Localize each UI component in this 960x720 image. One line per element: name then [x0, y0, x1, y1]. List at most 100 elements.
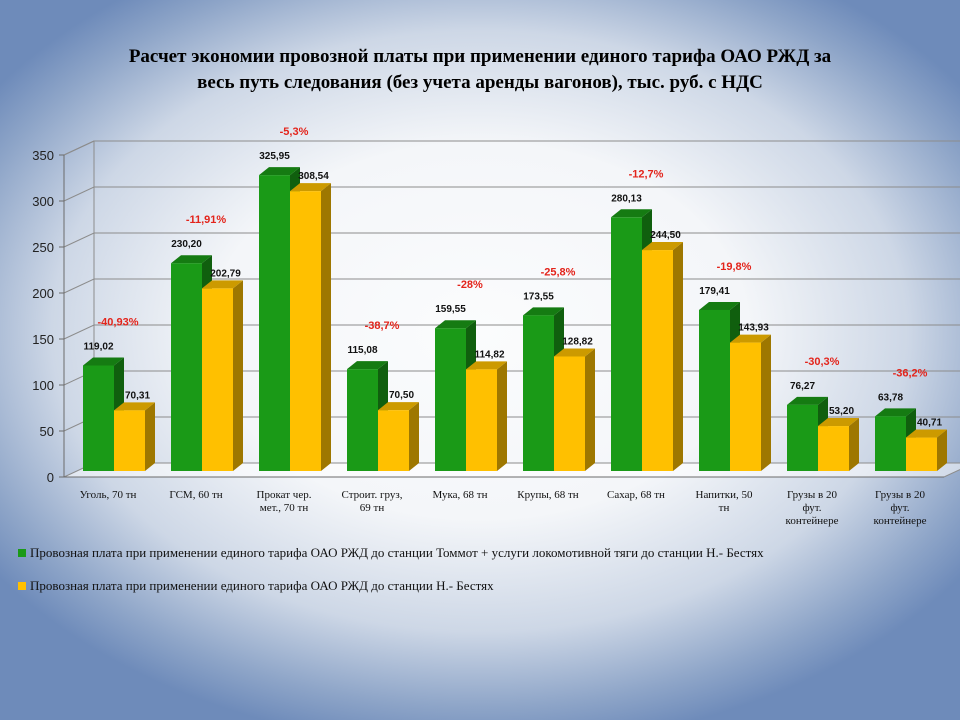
bar-yellow-top: [642, 242, 683, 251]
y-tick-label: 0: [47, 470, 54, 485]
percentage-annotation: -25,8%: [541, 266, 576, 278]
x-tick-label: Грузы в 20: [787, 489, 837, 501]
data-label-yellow: 70,50: [389, 390, 414, 401]
bar-yellow: [202, 288, 233, 471]
percentage-annotation: -12,7%: [629, 168, 664, 180]
bar-green-top: [523, 307, 564, 316]
bar-green: [347, 369, 378, 471]
bar-yellow-side: [585, 348, 595, 471]
y-tick-label: 350: [32, 148, 54, 163]
bar-green: [523, 315, 554, 471]
x-tick-label: Прокат чер.: [257, 489, 312, 501]
percentage-annotation: -40,93%: [98, 317, 139, 329]
bar-yellow-side: [145, 402, 155, 471]
x-tick-label: 69 тн: [360, 502, 385, 514]
bar-yellow: [554, 356, 585, 471]
x-tick-label: мет., 70 тн: [260, 502, 309, 514]
y-tick-label: 50: [40, 424, 54, 439]
bar-yellow-top: [378, 402, 419, 411]
bar-yellow-top: [554, 348, 595, 357]
x-tick-label: фут.: [802, 502, 821, 514]
bar-yellow: [114, 410, 145, 471]
percentage-annotation: -5,3%: [280, 126, 309, 138]
bar-yellow: [906, 437, 937, 471]
x-tick-label: фут.: [890, 502, 909, 514]
gridline: [63, 232, 960, 248]
data-label-green: 179,41: [699, 286, 730, 297]
bar-green-top: [171, 255, 212, 264]
gridline: [63, 186, 960, 202]
percentage-annotation: -11,91%: [186, 214, 227, 226]
bar-green: [611, 217, 642, 471]
y-tick-label: 200: [32, 286, 54, 301]
x-tick-label: ГСМ, 60 тн: [169, 489, 222, 501]
x-tick-label: Уголь, 70 тн: [80, 489, 137, 501]
bar-yellow: [290, 191, 321, 472]
bar-yellow-top: [730, 334, 771, 343]
bar-yellow: [642, 250, 673, 471]
x-tick-label: Напитки, 50: [696, 489, 753, 501]
bar-green-top: [875, 408, 916, 417]
y-tick-label: 250: [32, 240, 54, 255]
y-tick-label: 100: [32, 378, 54, 393]
percentage-annotation: -19,8%: [717, 261, 752, 273]
data-label-yellow: 308,54: [298, 171, 329, 182]
legend-swatch-yellow: [18, 582, 26, 590]
bar-green: [259, 175, 290, 471]
bar-green: [787, 404, 818, 471]
legend-item-green: Провозная плата при применении единого т…: [18, 545, 764, 561]
bar-green-top: [699, 301, 740, 310]
data-label-green: 63,78: [878, 392, 903, 403]
bar-yellow: [730, 342, 761, 471]
data-label-yellow: 202,79: [210, 268, 241, 279]
percentage-annotation: -30,3%: [805, 356, 840, 368]
data-label-green: 230,20: [171, 239, 202, 250]
bar-yellow-side: [761, 334, 771, 471]
data-label-green: 115,08: [347, 345, 377, 356]
bar-yellow: [818, 426, 849, 471]
legend-label-yellow: Провозная плата при применении единого т…: [30, 578, 494, 593]
bar-green-top: [435, 320, 476, 329]
x-tick-label: контейнере: [874, 515, 927, 527]
data-label-green: 119,02: [83, 342, 113, 353]
x-tick-label: тн: [719, 502, 730, 514]
bar-yellow-top: [114, 402, 155, 411]
percentage-annotation: -38,7%: [365, 320, 400, 332]
legend-swatch-green: [18, 549, 26, 557]
bar-yellow: [466, 369, 497, 471]
bar-yellow-top: [906, 429, 947, 438]
data-label-green: 76,27: [790, 381, 815, 392]
bar-yellow-side: [497, 361, 507, 471]
bar-yellow-top: [202, 280, 243, 289]
bar-green-top: [347, 361, 388, 370]
bar-yellow-side: [233, 280, 243, 471]
bar-yellow-side: [937, 429, 947, 471]
legend-label-green: Провозная плата при применении единого т…: [30, 545, 764, 560]
bar-yellow-top: [466, 361, 507, 370]
bar-yellow-side: [321, 183, 331, 472]
x-tick-label: Сахар, 68 тн: [607, 489, 665, 501]
x-tick-label: Мука, 68 тн: [432, 489, 487, 501]
data-label-yellow: 143,93: [738, 323, 769, 334]
x-tick-label: контейнере: [786, 515, 839, 527]
percentage-annotation: -36,2%: [893, 367, 928, 379]
data-label-yellow: 53,20: [829, 406, 854, 417]
data-label-green: 280,13: [611, 193, 642, 204]
bar-yellow-side: [409, 402, 419, 471]
bar-green: [435, 328, 466, 471]
data-label-green: 159,55: [435, 304, 466, 315]
bar-green: [171, 263, 202, 471]
bar-green-top: [787, 396, 828, 405]
percentage-annotation: -28%: [457, 279, 483, 291]
data-label-yellow: 128,82: [562, 336, 593, 347]
chart-title-line-2: весь путь следования (без учета аренды в…: [197, 72, 763, 93]
y-tick-label: 300: [32, 194, 54, 209]
data-label-green: 325,95: [259, 151, 290, 162]
bar-yellow-side: [849, 418, 859, 471]
gridline: [63, 140, 960, 156]
bar-green-top: [83, 357, 124, 366]
bar-green: [875, 416, 906, 471]
data-label-yellow: 114,82: [474, 349, 504, 360]
data-label-yellow: 40,71: [917, 418, 942, 429]
